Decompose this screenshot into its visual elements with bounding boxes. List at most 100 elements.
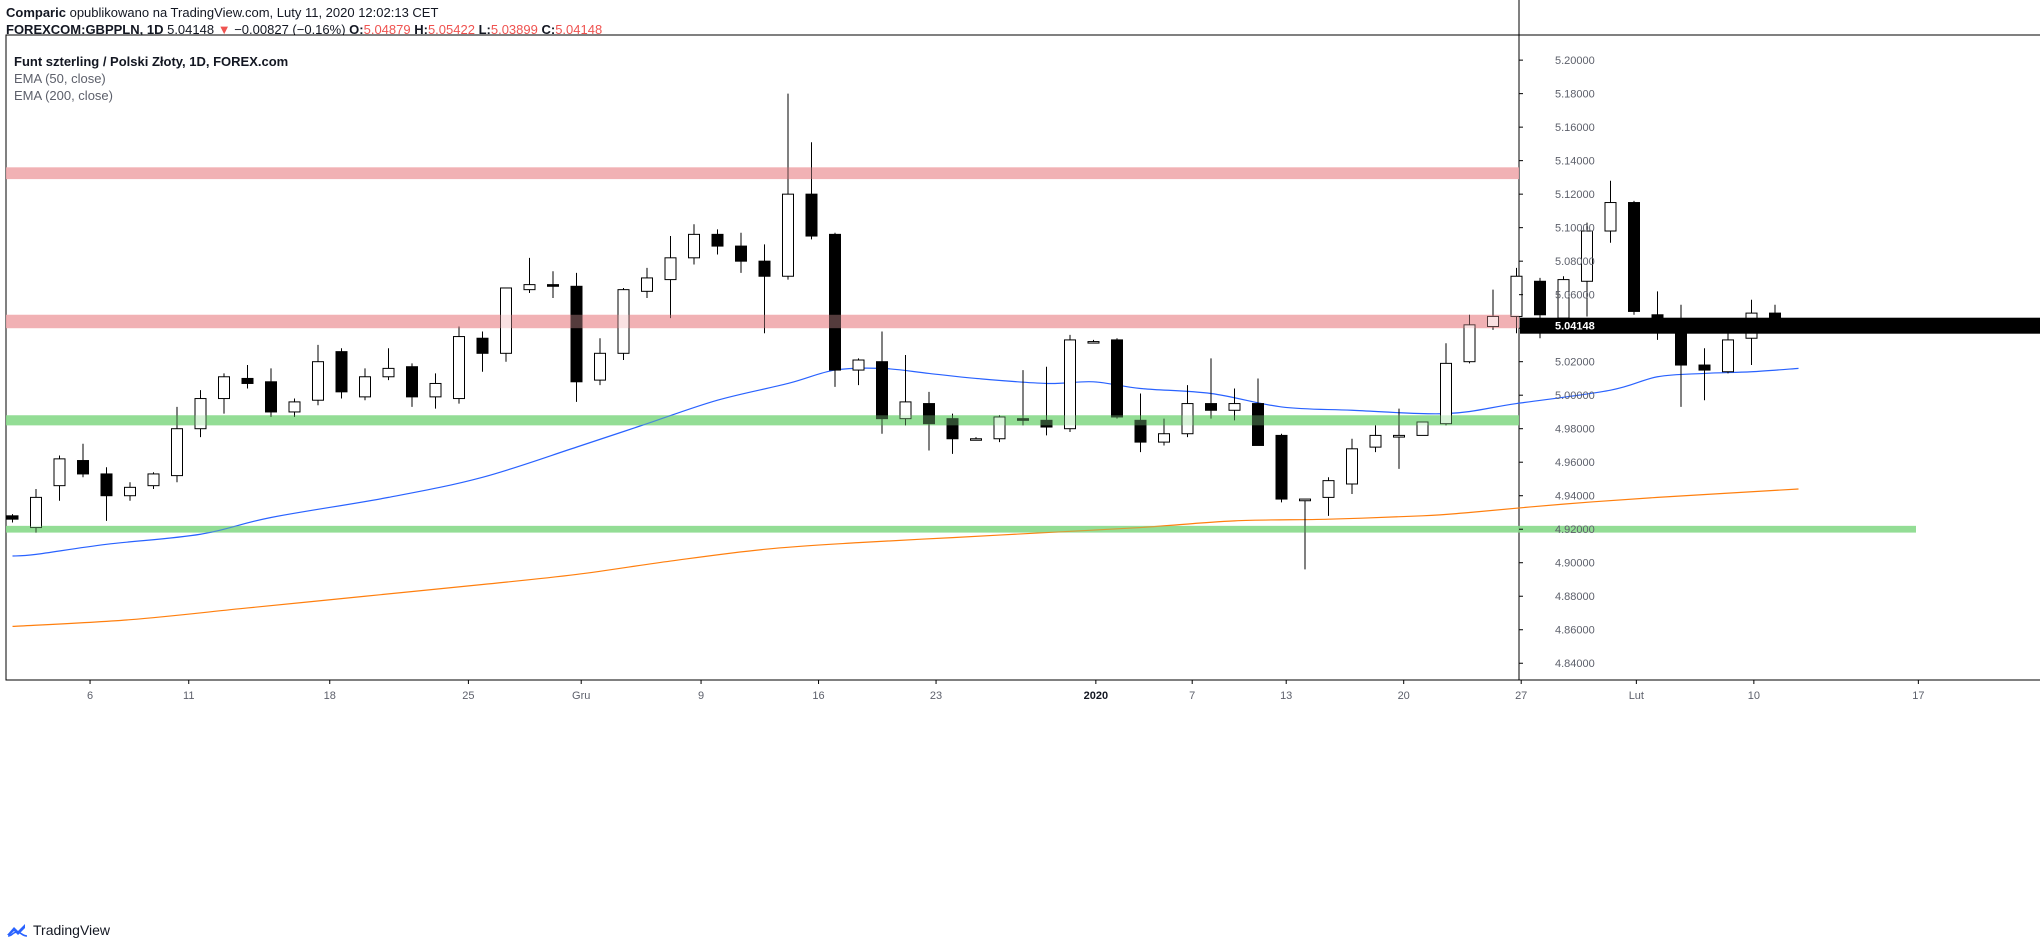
candle-body xyxy=(594,352,606,381)
candle xyxy=(1134,393,1147,453)
zone-0 xyxy=(6,167,1519,180)
y-tick-label: 4.84000 xyxy=(1555,658,1595,670)
candle-body xyxy=(1416,421,1429,436)
last-price-label: 5.04148 xyxy=(1555,321,1595,333)
candle xyxy=(1463,314,1476,364)
y-tick-label: 5.08000 xyxy=(1555,256,1595,268)
candle-body xyxy=(382,367,395,378)
candle xyxy=(406,363,418,407)
y-tick-label: 4.96000 xyxy=(1555,457,1595,469)
candle-body xyxy=(335,351,348,393)
candle-body xyxy=(1275,434,1288,500)
candle xyxy=(617,287,630,361)
x-tick-label: 20 xyxy=(1398,690,1410,702)
candle-body xyxy=(1322,480,1335,498)
candle-body xyxy=(406,366,418,398)
candle xyxy=(1181,385,1194,438)
x-tick-label: 10 xyxy=(1748,690,1760,702)
last-price: 5.04148 xyxy=(167,22,215,37)
candle xyxy=(1275,433,1288,503)
ema50-line xyxy=(12,367,1799,557)
candle-body xyxy=(453,336,465,400)
publish-info: Comparic opublikowano na TradingView.com… xyxy=(6,5,438,20)
candle xyxy=(500,287,512,362)
legend-ema200[interactable]: EMA (200, close) xyxy=(14,88,113,103)
candle-body xyxy=(946,418,959,440)
candle-body xyxy=(1228,403,1241,411)
candle xyxy=(594,338,606,386)
y-tick-label: 5.20000 xyxy=(1555,55,1595,67)
candle-body xyxy=(1510,275,1523,317)
candle xyxy=(1252,378,1264,446)
candle xyxy=(194,390,207,438)
x-tick-label: 6 xyxy=(87,690,93,702)
candle-body xyxy=(1181,403,1194,435)
x-tick-label: 25 xyxy=(462,690,474,702)
candle-body xyxy=(523,284,536,291)
legend-title: Funt szterling / Polski Złoty, 1D, FOREX… xyxy=(14,54,289,69)
y-tick-label: 4.98000 xyxy=(1555,424,1595,436)
candle-body xyxy=(899,401,912,420)
candle xyxy=(1322,477,1335,516)
candle-body xyxy=(1346,448,1358,485)
footer-brand[interactable]: TradingView xyxy=(6,922,110,938)
candle-body xyxy=(1064,339,1076,430)
candle xyxy=(523,257,536,293)
candle xyxy=(1510,267,1523,334)
candle xyxy=(735,232,747,273)
candle xyxy=(782,93,794,280)
candle xyxy=(1416,421,1429,436)
candle xyxy=(1228,388,1241,421)
candle-body xyxy=(218,376,230,400)
candle xyxy=(946,413,959,454)
candle xyxy=(711,229,724,255)
candle xyxy=(970,437,982,441)
y-tick-label: 5.06000 xyxy=(1555,290,1595,302)
y-tick-label: 4.94000 xyxy=(1555,491,1595,503)
candle-body xyxy=(758,260,771,277)
x-tick-label: 2020 xyxy=(1084,690,1108,702)
candle-body xyxy=(782,193,794,277)
symbol: FOREXCOM:GBPPLN, 1D xyxy=(6,22,164,37)
high-value: 5.05422 xyxy=(427,22,475,37)
candle-body xyxy=(688,233,700,259)
candle xyxy=(899,354,912,426)
candle-body xyxy=(970,438,982,441)
candle-body xyxy=(1017,418,1029,421)
candle-body xyxy=(1463,324,1476,363)
candle xyxy=(1698,348,1711,401)
candle-body xyxy=(1299,498,1311,502)
candle-body xyxy=(1393,434,1405,438)
candle-body xyxy=(6,515,19,520)
candle-body xyxy=(147,473,160,487)
candle xyxy=(1158,418,1170,446)
candle-body xyxy=(1087,341,1100,344)
candle xyxy=(1604,180,1617,243)
candle xyxy=(688,224,700,265)
candle xyxy=(876,331,888,434)
x-tick-label: 17 xyxy=(1912,690,1924,702)
y-tick-label: 4.92000 xyxy=(1555,524,1595,536)
candle xyxy=(1487,289,1499,330)
y-tick-label: 5.18000 xyxy=(1555,89,1595,101)
candle xyxy=(171,406,183,483)
candle-body xyxy=(1440,362,1452,425)
x-tick-label: 16 xyxy=(812,690,824,702)
candle-body xyxy=(1628,202,1640,312)
candle xyxy=(829,232,841,387)
candle xyxy=(335,348,348,399)
candle xyxy=(100,467,113,521)
candle xyxy=(265,368,277,417)
zone-overlay-2 xyxy=(6,415,1519,426)
candle-body xyxy=(852,359,865,371)
legend-ema50[interactable]: EMA (50, close) xyxy=(14,71,106,86)
zone-overlay-3 xyxy=(6,525,1916,533)
candle xyxy=(993,415,1006,443)
x-tick-label: 27 xyxy=(1515,690,1527,702)
candle-body xyxy=(265,381,277,413)
tradingview-logo-icon xyxy=(7,924,28,937)
candle-body xyxy=(1040,419,1053,428)
zone-2 xyxy=(6,415,1519,426)
x-tick-label: 11 xyxy=(183,690,194,702)
